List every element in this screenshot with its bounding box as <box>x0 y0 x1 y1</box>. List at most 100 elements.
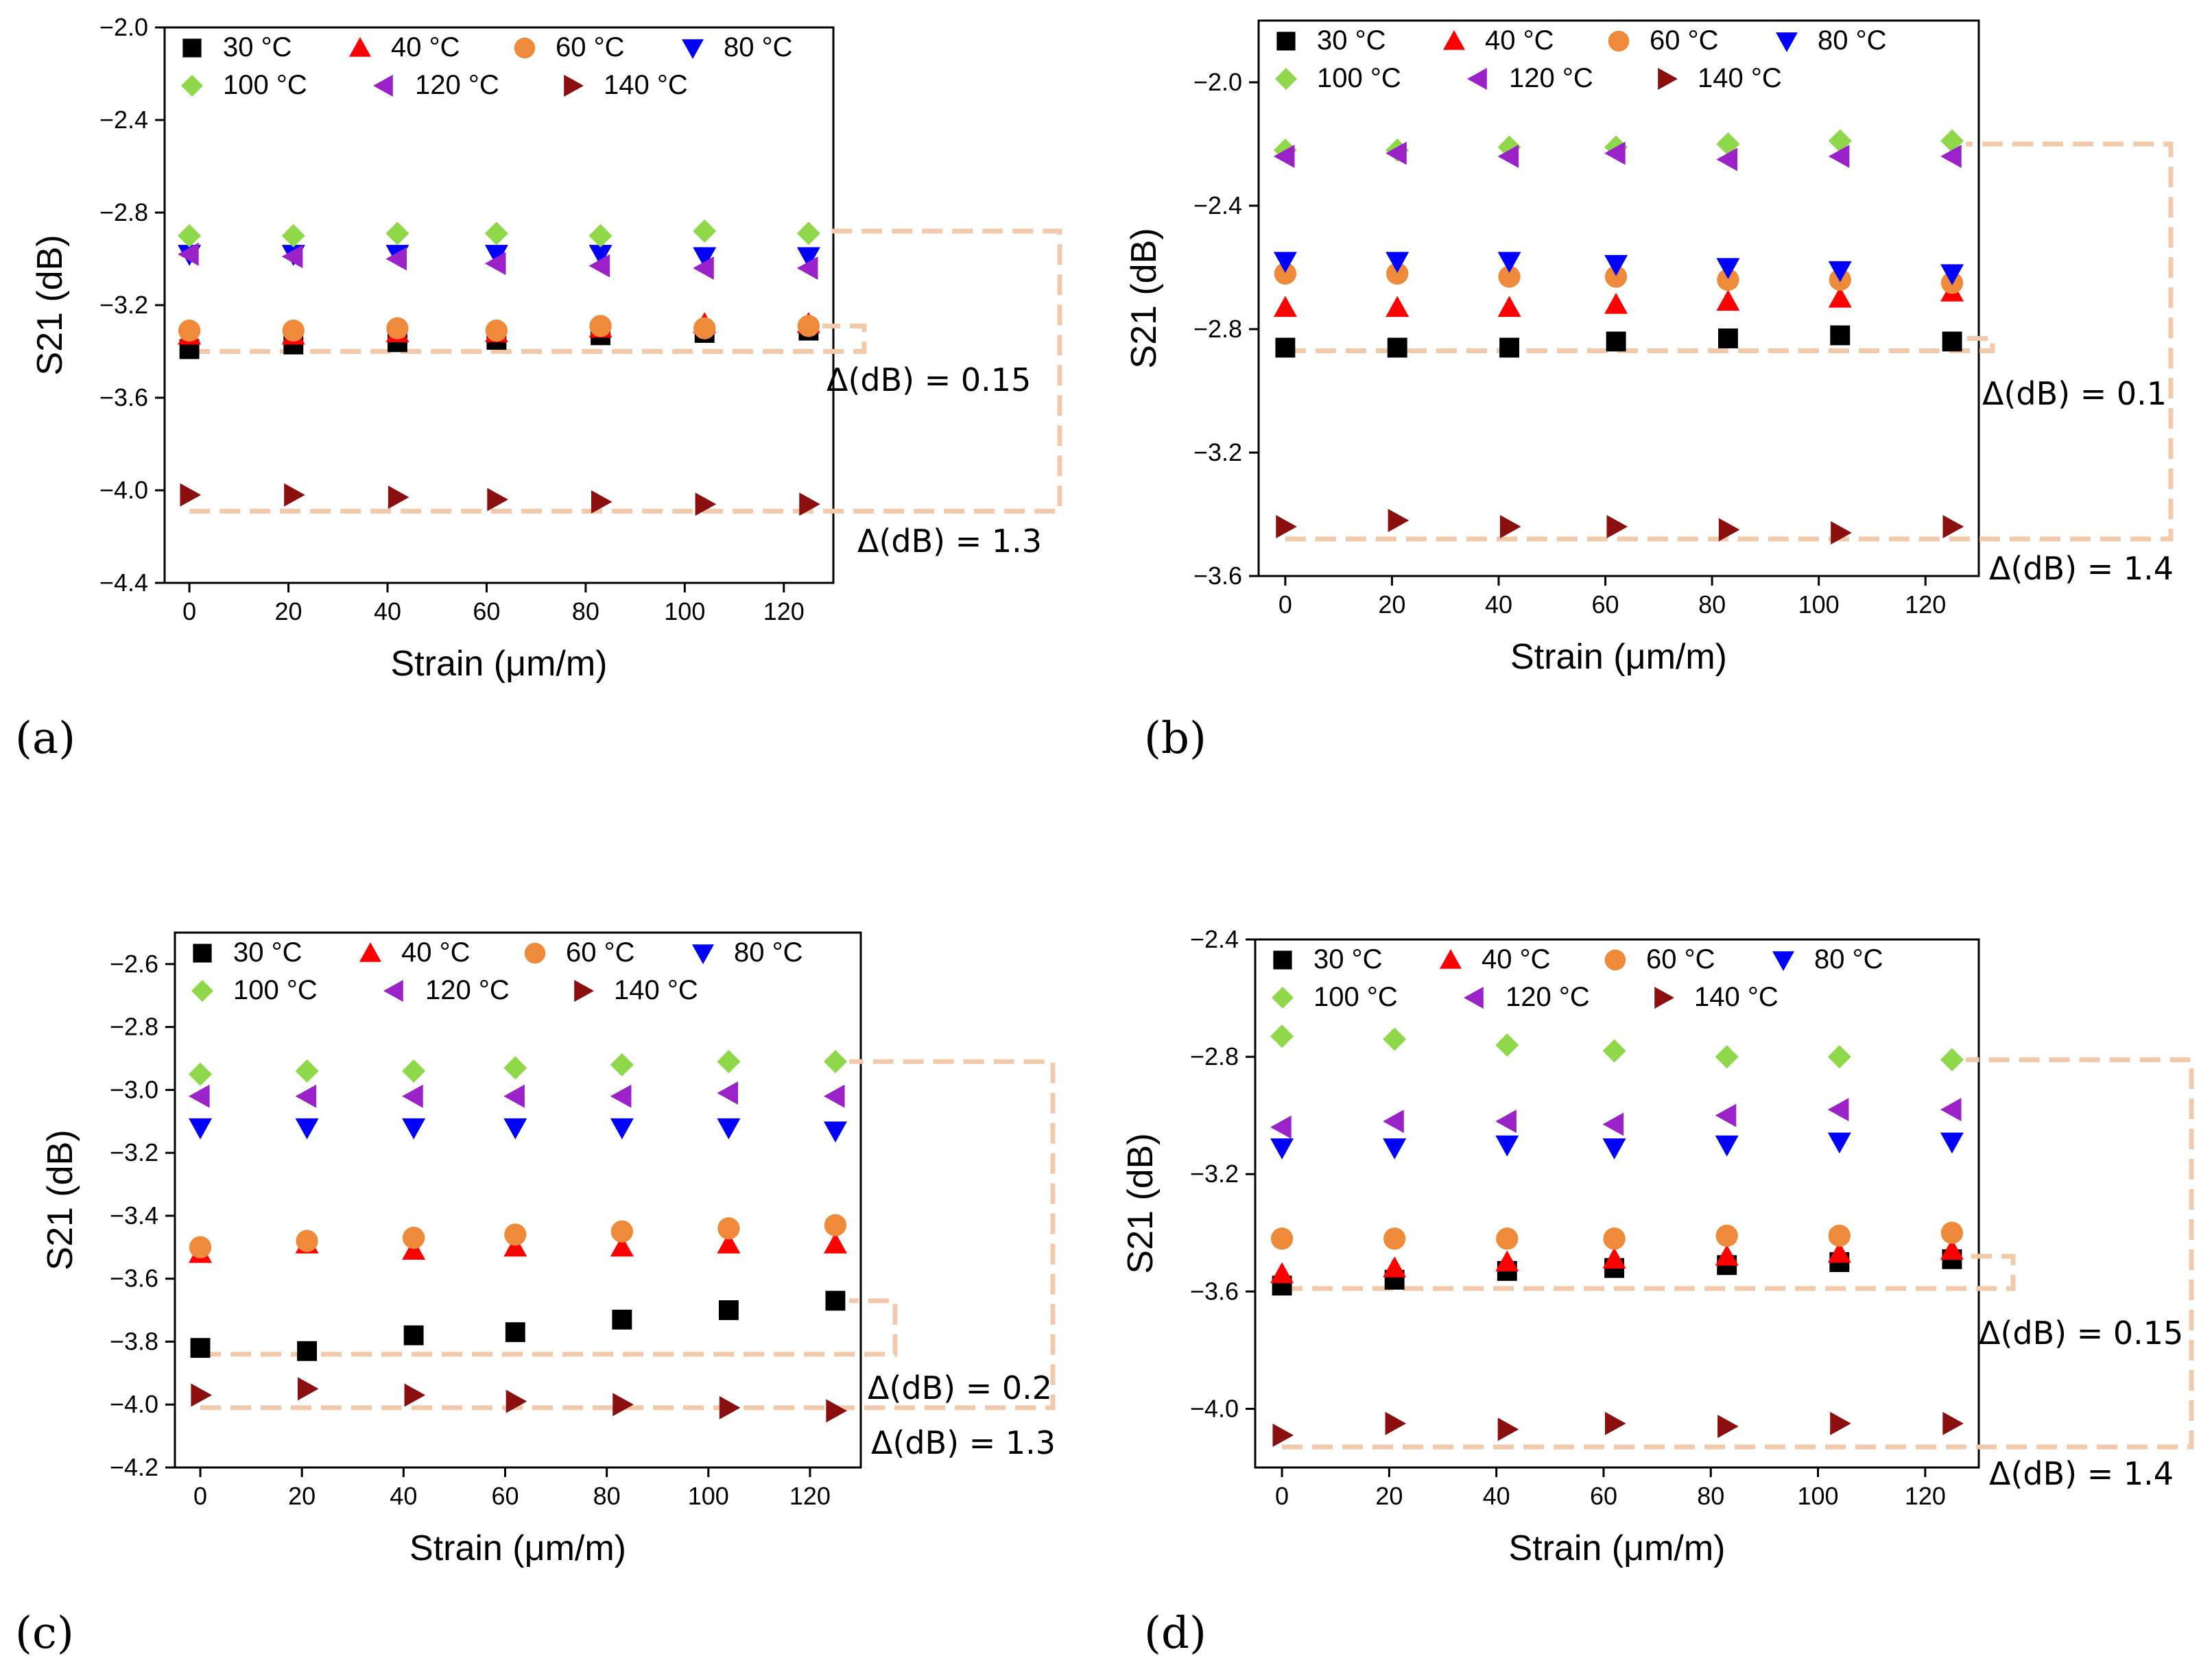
y-tick-label: −4.2 <box>110 1453 158 1481</box>
data-point <box>1716 258 1740 279</box>
data-point <box>388 486 409 510</box>
data-point <box>178 224 202 248</box>
chart-panel-d: −4.0 −3.6 −3.2 −2.8 −2.4 0 20 40 60 80 100 120 Strai… <box>1121 925 2194 1568</box>
data-point <box>1827 1098 1849 1122</box>
data-point <box>504 1223 527 1246</box>
legend-marker <box>524 942 546 964</box>
series-80C <box>1273 252 1964 285</box>
data-point <box>1604 265 1628 288</box>
x-tick-label: 20 <box>1375 1482 1403 1510</box>
x-tick-label: 60 <box>1592 590 1619 619</box>
x-tick-label: 0 <box>1279 590 1292 619</box>
data-point <box>1497 252 1521 273</box>
data-point <box>1499 515 1521 538</box>
data-point <box>1383 1138 1407 1160</box>
x-tick-label: 40 <box>1483 1482 1510 1510</box>
series-60C <box>189 1214 847 1258</box>
x-tick-label: 20 <box>288 1482 316 1510</box>
data-point <box>1715 1245 1739 1266</box>
y-tick-label: −4.0 <box>99 476 148 504</box>
data-point <box>296 1230 318 1252</box>
y-tick-label: −3.6 <box>110 1265 158 1293</box>
data-point <box>505 1322 525 1343</box>
data-point <box>1940 145 1962 168</box>
data-point <box>717 1081 739 1105</box>
legend-marker <box>1772 951 1794 971</box>
legend-label: 30 °C <box>233 937 302 968</box>
series-80C <box>189 1118 847 1143</box>
legend-label: 80 °C <box>1818 25 1887 56</box>
legend-marker <box>349 37 371 57</box>
data-point <box>1270 1262 1294 1284</box>
chart-panel-a: −4.4 −4.0 −3.6 −3.2 −2.8 −2.4 −2.0 0 20 40 60 80 100… <box>30 13 1062 684</box>
data-point <box>484 245 508 266</box>
legend-marker <box>1776 32 1798 52</box>
x-tick-label: 0 <box>193 1482 207 1510</box>
y-axis-title: S21 (dB) <box>30 235 70 375</box>
data-point <box>1386 262 1409 285</box>
data-point <box>1602 1138 1626 1160</box>
x-tick-label: 60 <box>473 597 500 625</box>
y-tick-label: −2.0 <box>99 13 148 41</box>
y-tick-label: −2.4 <box>1193 191 1242 219</box>
data-point <box>1827 1241 1851 1263</box>
data-point <box>1495 1135 1519 1157</box>
y-tick-label: −2.8 <box>1190 1042 1239 1070</box>
data-point <box>297 1377 319 1401</box>
y-tick-label: −3.6 <box>1190 1277 1239 1305</box>
data-point <box>610 1220 634 1243</box>
legend-marker <box>1608 30 1630 52</box>
data-point <box>1606 515 1628 538</box>
data-point <box>297 1341 318 1361</box>
data-point <box>1386 252 1410 273</box>
legend-label: 120 °C <box>1509 63 1593 93</box>
x-tick-label: 120 <box>1905 590 1946 619</box>
x-axis-title: Strain (μm/m) <box>1510 637 1727 677</box>
data-point <box>1940 1098 1962 1122</box>
data-point <box>1716 289 1740 311</box>
delta-label-small: Δ(dB) = 0.1 <box>1982 375 2167 412</box>
data-point <box>386 317 409 339</box>
data-point <box>1942 1411 1964 1435</box>
data-point <box>1716 147 1738 171</box>
data-point <box>718 1300 739 1321</box>
data-point <box>1940 1132 1964 1154</box>
data-point <box>1602 1247 1626 1269</box>
x-tick-label: 100 <box>688 1482 729 1510</box>
data-point <box>1272 1423 1294 1447</box>
data-point <box>717 1050 741 1074</box>
y-tick-label: −3.8 <box>110 1327 158 1355</box>
legend-marker <box>359 942 381 962</box>
data-point <box>693 317 716 339</box>
data-point <box>796 247 820 269</box>
delta-label-large: Δ(dB) = 1.3 <box>857 523 1042 560</box>
data-point <box>588 224 613 248</box>
legend-label: 80 °C <box>734 937 803 968</box>
data-point <box>282 319 305 342</box>
delta-label-small: Δ(dB) = 0.2 <box>868 1369 1052 1406</box>
legend-label: 140 °C <box>1698 63 1782 93</box>
legend-label: 100 °C <box>233 975 318 1005</box>
data-point <box>1276 515 1297 538</box>
data-point <box>1495 1250 1519 1272</box>
data-point <box>589 315 612 337</box>
data-point <box>404 1383 426 1407</box>
x-tick-label: 120 <box>789 1482 831 1510</box>
data-point <box>178 319 201 342</box>
data-point <box>281 245 303 269</box>
legend-label: 60 °C <box>1650 25 1719 56</box>
data-point <box>612 1309 632 1330</box>
data-point <box>588 245 613 266</box>
data-point <box>719 1395 741 1419</box>
data-point <box>1604 254 1628 276</box>
data-point <box>610 1053 634 1077</box>
legend-marker <box>191 980 213 1002</box>
y-axis-title: S21 (dB) <box>1121 1133 1161 1273</box>
y-tick-label: −2.4 <box>99 106 148 134</box>
legend-marker <box>1654 987 1674 1009</box>
legend-marker <box>1273 950 1292 970</box>
data-point <box>191 1383 213 1407</box>
data-point <box>1830 325 1851 346</box>
y-tick-label: −2.6 <box>110 950 158 978</box>
data-point <box>591 490 613 514</box>
